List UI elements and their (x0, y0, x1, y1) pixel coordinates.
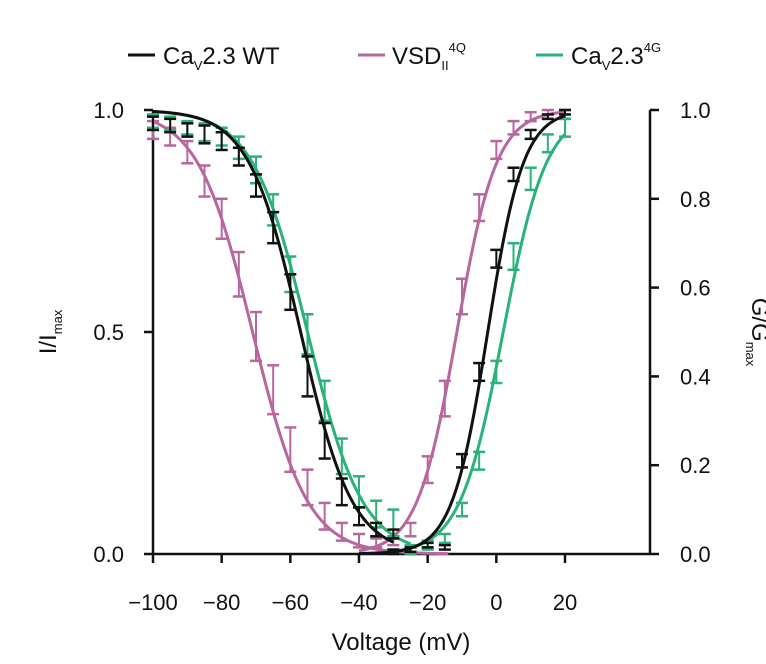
y-left-ticks: 0.0 0.5 1.0 (93, 98, 153, 567)
data-point (559, 117, 571, 138)
data-point (215, 130, 228, 152)
data-point (507, 119, 520, 136)
data-point (284, 273, 297, 312)
plot-area (147, 108, 571, 556)
data-point (473, 193, 486, 223)
data-point (438, 543, 451, 551)
x-tick-label: 20 (553, 590, 577, 615)
legend-label-wt: CaV2.3 WT (163, 43, 280, 73)
data-point (524, 110, 537, 123)
data-point (456, 277, 468, 316)
y-left-tick-label: 0.5 (93, 320, 124, 345)
fit-curve (152, 109, 394, 544)
series-5 (358, 117, 571, 556)
data-point (147, 115, 159, 132)
data-point (490, 139, 503, 161)
legend-item-wt: CaV2.3 WT (128, 43, 280, 73)
data-point (456, 501, 468, 518)
data-point (267, 364, 280, 416)
data-point (198, 124, 211, 145)
y-right-tick-label: 0.8 (680, 187, 711, 212)
data-point (404, 521, 417, 538)
x-tick-label: 0 (490, 590, 502, 615)
series-3 (358, 108, 571, 553)
data-point (232, 146, 245, 167)
y-axis-right-title: G/Gmax (743, 298, 766, 367)
data-point (250, 173, 262, 198)
y-right-tick-label: 0.4 (680, 364, 711, 389)
data-point (335, 521, 348, 542)
data-point (335, 477, 348, 507)
fit-curve (358, 133, 567, 555)
data-point (438, 379, 451, 418)
data-point (335, 437, 348, 476)
data-point (301, 355, 314, 398)
series-1 (358, 108, 571, 556)
x-tick-label: −40 (340, 590, 377, 615)
axes: −100 −80 −60 −40 −20 0 20 0.00.51.0 0.00.20.40… (93, 98, 710, 615)
fit-curve (358, 114, 566, 556)
data-point (421, 541, 434, 549)
x-ticks: −100 −80 −60 −40 −20 0 20 (128, 554, 577, 615)
data-point (507, 166, 520, 183)
x-axis-title: Voltage (mV) (332, 629, 471, 656)
y-right-ticks: 0.0 0.2 0.4 0.6 0.8 1.0 (650, 98, 711, 567)
data-point (421, 455, 434, 485)
y-right-tick-label: 0.6 (680, 276, 711, 301)
fit-curve (358, 110, 566, 553)
x-tick-label: −80 (203, 590, 240, 615)
y-right-tick-label: 1.0 (680, 98, 711, 123)
data-point (387, 528, 400, 540)
legend-item-vsd: VSDII4Q (358, 40, 466, 73)
x-tick-label: −20 (409, 590, 446, 615)
data-point (524, 128, 537, 141)
data-point (353, 506, 365, 527)
fit-curve (152, 110, 412, 546)
data-point (284, 426, 297, 474)
data-point (473, 361, 486, 383)
data-point (473, 450, 486, 471)
data-point (250, 310, 262, 363)
data-point (301, 468, 314, 507)
series-2 (147, 119, 449, 556)
data-point (456, 452, 468, 469)
y-right-tick-label: 0.2 (680, 453, 711, 478)
x-tick-label: −100 (128, 590, 178, 615)
x-tick-label: −60 (272, 590, 309, 615)
series-4 (147, 110, 412, 546)
data-point (181, 139, 194, 165)
data-point (301, 312, 314, 356)
data-point (490, 359, 503, 385)
y-right-tick-label: 0.0 (680, 542, 711, 567)
data-point (318, 501, 331, 531)
data-point (387, 548, 400, 556)
data-point (559, 108, 571, 116)
legend-label-vsd: VSDII4Q (392, 40, 466, 73)
y-axis-left-title: I/Imax (35, 309, 65, 354)
data-point (370, 521, 383, 538)
data-point (541, 113, 554, 121)
legend-item-4g: CaV2.34G (536, 40, 661, 73)
data-point (438, 532, 451, 545)
data-point (541, 133, 554, 154)
series-0 (147, 109, 400, 544)
data-point (198, 164, 211, 198)
data-point (524, 166, 537, 192)
legend: CaV2.3 WT VSDII4Q CaV2.34G (128, 40, 661, 73)
data-point (318, 379, 331, 423)
data-point (232, 250, 245, 298)
data-point (404, 546, 417, 554)
data-point (507, 241, 520, 272)
legend-label-4g: CaV2.34G (571, 40, 661, 73)
data-point (490, 248, 503, 269)
data-point (215, 197, 228, 241)
y-left-tick-label: 0.0 (93, 542, 124, 567)
data-point (267, 210, 280, 245)
data-point (353, 532, 365, 549)
y-left-tick-label: 1.0 (93, 98, 124, 123)
data-point (181, 122, 194, 138)
data-point (318, 421, 331, 460)
data-point (164, 117, 177, 134)
